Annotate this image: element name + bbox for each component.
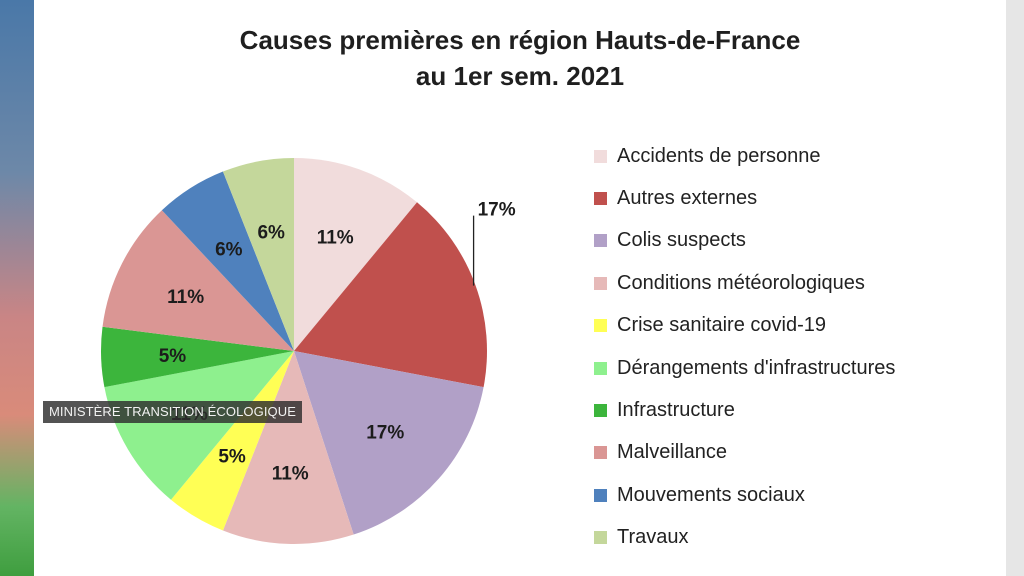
pie-slice-4 <box>170 351 294 531</box>
legend-swatch-3 <box>594 276 607 290</box>
legend-swatch-7 <box>594 446 607 460</box>
slice-label-1: 17% <box>478 200 516 221</box>
legend: Accidents de personne Autres externes Coli… <box>594 135 895 559</box>
legend-label-2: Colis suspects <box>617 229 746 252</box>
legend-label-6: Infrastructure <box>617 399 735 422</box>
legend-swatch-8 <box>594 488 607 502</box>
legend-item-3: Conditions météorologiques <box>594 262 895 304</box>
pie-slice-1 <box>294 202 488 388</box>
legend-swatch-6 <box>594 404 607 418</box>
pie-slice-0 <box>294 158 418 351</box>
slice-label-6: 5% <box>159 346 187 367</box>
pie-slice-7 <box>102 210 294 351</box>
left-color-stripe <box>0 0 34 576</box>
legend-label-5: Dérangements d'infrastructures <box>617 356 896 379</box>
legend-swatch-5 <box>594 361 607 375</box>
legend-label-7: Malveillance <box>617 441 728 464</box>
legend-label-1: Autres externes <box>617 187 758 210</box>
legend-item-9: Travaux <box>594 517 895 559</box>
legend-swatch-4 <box>594 319 607 333</box>
title-line-1: Causes premières en région Hauts-de-Fran… <box>239 25 801 55</box>
slice-label-3: 11% <box>272 464 309 485</box>
legend-item-8: Mouvements sociaux <box>594 474 895 516</box>
title-line-2: au 1er sem. 2021 <box>415 61 625 91</box>
pie-slice-6 <box>101 326 294 388</box>
pie-slice-5 <box>104 351 294 500</box>
legend-item-1: Autres externes <box>594 177 895 219</box>
slice-label-9: 6% <box>257 223 285 244</box>
legend-label-4: Crise sanitaire covid-19 <box>617 314 826 337</box>
right-border <box>1006 0 1024 576</box>
legend-swatch-1 <box>594 192 607 206</box>
slice-label-4: 5% <box>218 447 246 468</box>
legend-item-4: Crise sanitaire covid-19 <box>594 305 895 347</box>
slice-label-0: 11% <box>317 228 354 249</box>
pie-chart: 11%17%17%11%5%11%5%11%6%6% <box>101 158 516 544</box>
legend-label-3: Conditions météorologiques <box>617 271 865 294</box>
slice-label-7: 11% <box>167 287 204 308</box>
pie-slice-2 <box>294 351 484 535</box>
legend-swatch-2 <box>594 234 607 248</box>
legend-label-8: Mouvements sociaux <box>617 483 805 506</box>
legend-swatch-9 <box>594 531 607 545</box>
chart-title: Causes premières en région Hauts-de-Fran… <box>34 22 1006 94</box>
slice-label-8: 6% <box>215 239 243 260</box>
legend-item-7: Malveillance <box>594 432 895 474</box>
pie-slice-3 <box>222 351 354 544</box>
watermark-caption: MINISTÈRE TRANSITION ÉCOLOGIQUE <box>43 401 303 423</box>
legend-swatch-0 <box>594 149 607 163</box>
legend-label-0: Accidents de personne <box>617 144 821 167</box>
legend-item-6: Infrastructure <box>594 389 895 431</box>
legend-item-0: Accidents de personne <box>594 135 895 177</box>
legend-label-9: Travaux <box>617 526 689 549</box>
slice-label-2: 17% <box>366 422 404 443</box>
legend-item-2: Colis suspects <box>594 220 895 262</box>
legend-item-5: Dérangements d'infrastructures <box>594 347 895 389</box>
pie-slice-9 <box>222 158 294 351</box>
pie-slice-8 <box>161 171 294 351</box>
